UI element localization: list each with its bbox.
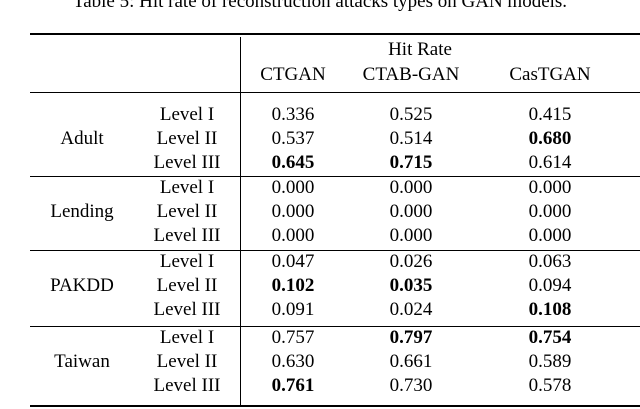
cell: 0.589 [528, 351, 572, 372]
group-rule [30, 250, 640, 251]
cell: 0.026 [389, 251, 433, 272]
cell: 0.680 [528, 128, 572, 149]
group-label: Taiwan [54, 351, 110, 372]
group-rule [30, 326, 640, 327]
cell: 0.000 [271, 177, 315, 198]
cell: 0.000 [528, 225, 572, 246]
cell: 0.000 [528, 177, 572, 198]
cell: 0.525 [389, 104, 433, 125]
cell: 0.730 [389, 375, 433, 396]
cell: 0.000 [271, 225, 315, 246]
top-rule [30, 33, 640, 35]
cell: 0.047 [271, 251, 315, 272]
cell: 0.000 [389, 201, 433, 222]
level-label: Level II [156, 201, 218, 222]
cell: 0.661 [389, 351, 433, 372]
group-label: Lending [50, 201, 114, 222]
level-label: Level III [153, 152, 221, 173]
group-label: PAKDD [50, 275, 114, 296]
level-label: Level II [156, 351, 218, 372]
cell: 0.035 [389, 275, 433, 296]
level-label: Level II [156, 275, 218, 296]
cell: 0.757 [271, 327, 315, 348]
column-header: CTAB-GAN [362, 64, 460, 85]
cell: 0.614 [528, 152, 572, 173]
level-label: Level III [153, 225, 221, 246]
level-label: Level I [159, 104, 215, 125]
group-label: Adult [60, 128, 104, 149]
cell: 0.000 [389, 177, 433, 198]
caption: Table 5: Hit rate of reconstruction atta… [72, 0, 568, 12]
cell: 0.715 [389, 152, 433, 173]
column-header: CTGAN [260, 64, 326, 85]
level-label: Level II [156, 128, 218, 149]
level-label: Level III [153, 299, 221, 320]
group-rule [30, 176, 640, 177]
level-label: Level III [153, 375, 221, 396]
cell: 0.537 [271, 128, 315, 149]
cell: 0.645 [271, 152, 315, 173]
cell: 0.578 [528, 375, 572, 396]
header-rule [30, 92, 640, 93]
cell: 0.754 [528, 327, 572, 348]
header-group: Hit Rate [388, 39, 452, 60]
cell: 0.094 [528, 275, 572, 296]
vertical-rule [240, 37, 241, 405]
cell: 0.000 [271, 201, 315, 222]
cell: 0.336 [271, 104, 315, 125]
cell: 0.000 [389, 225, 433, 246]
bottom-rule [30, 405, 640, 407]
cell: 0.761 [271, 375, 315, 396]
cell: 0.024 [389, 299, 433, 320]
cell: 0.063 [528, 251, 572, 272]
level-label: Level I [159, 327, 215, 348]
cell: 0.000 [528, 201, 572, 222]
column-header: CasTGAN [509, 64, 591, 85]
cell: 0.797 [389, 327, 433, 348]
level-label: Level I [159, 251, 215, 272]
cell: 0.102 [271, 275, 315, 296]
cell: 0.091 [271, 299, 315, 320]
level-label: Level I [159, 177, 215, 198]
cell: 0.108 [528, 299, 572, 320]
cell: 0.514 [389, 128, 433, 149]
cell: 0.630 [271, 351, 315, 372]
cell: 0.415 [528, 104, 572, 125]
